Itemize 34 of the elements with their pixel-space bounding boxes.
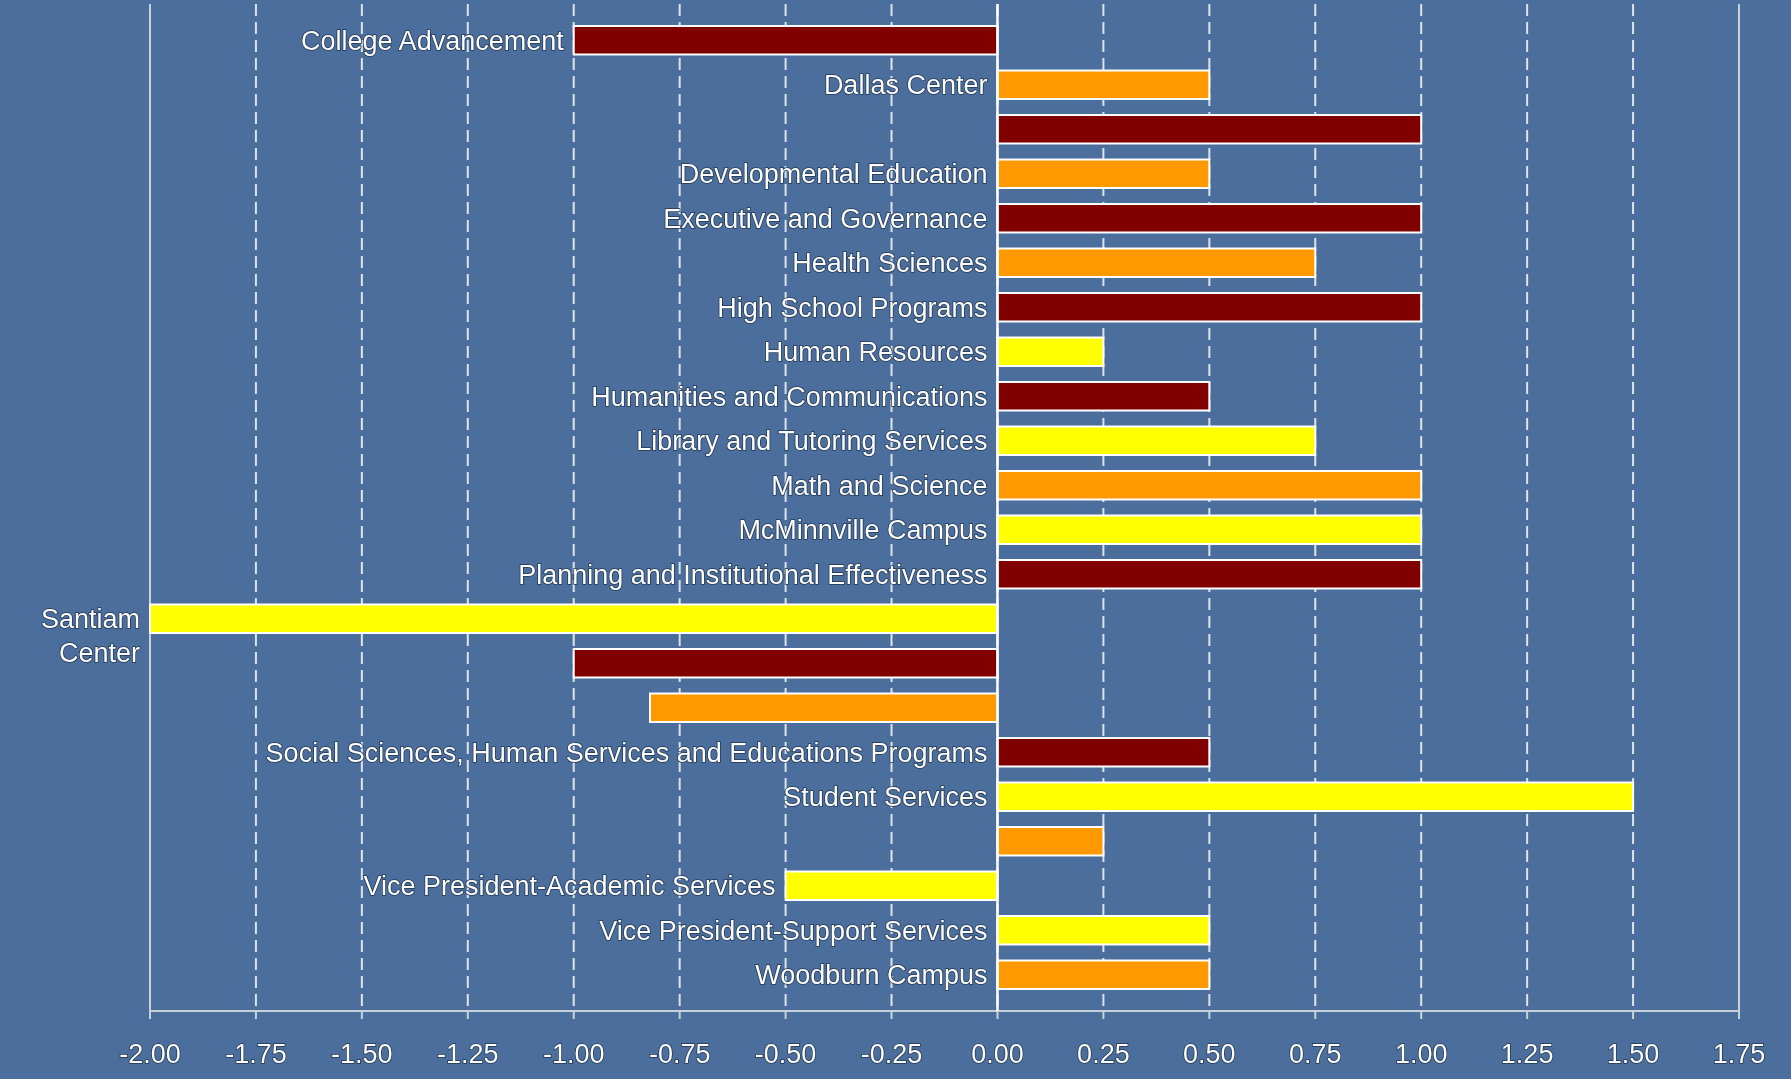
y-tick-label: Planning and Institutional Effectiveness: [518, 559, 988, 590]
x-tick-label: 0.50: [1183, 1039, 1236, 1069]
y-tick-label: College Advancement: [301, 25, 565, 56]
x-tick-label: -2.00: [119, 1039, 181, 1069]
y-tick-label: High School Programs: [717, 292, 988, 323]
y-tick-label: Vice President-Support Services: [599, 915, 988, 946]
y-tick-label: Human Resources: [763, 337, 988, 368]
y-tick-label: Math and Science: [771, 470, 988, 501]
x-tick-label: 1.00: [1394, 1039, 1448, 1069]
x-tick-label: 1.75: [1712, 1039, 1766, 1069]
x-tick-label: -0.25: [860, 1039, 923, 1069]
y-tick-label: Dallas Center: [823, 70, 988, 101]
y-tick-label: Vice President-Academic Services: [363, 871, 776, 902]
y-tick-label: McMinnville Campus: [738, 515, 988, 546]
y-tick-label: Social Sciences, Human Services and Educations Programs: [265, 737, 988, 768]
x-tick-label: 0.00: [971, 1039, 1024, 1069]
y-tick-label: Humanities and Communications: [591, 381, 988, 412]
y-tick-label: Developmental Education: [679, 159, 988, 190]
x-tick-label: -1.50: [331, 1039, 393, 1069]
y-tick-label: Student Services: [783, 782, 988, 813]
x-tick-label: -1.00: [542, 1039, 605, 1069]
x-tick-label: -0.75: [648, 1039, 711, 1069]
y-tick-label: Santiam Center: [40, 604, 140, 668]
y-tick-label: Library and Tutoring Services: [636, 426, 988, 457]
y-tick-label: Health Sciences: [792, 248, 988, 279]
y-tick-label: Woodburn Campus: [755, 960, 988, 991]
y-tick-label: Executive and Governance: [663, 203, 988, 234]
x-tick-label: -1.25: [437, 1039, 499, 1069]
x-tick-label: -0.50: [754, 1039, 817, 1069]
x-tick-label: 0.25: [1077, 1039, 1130, 1069]
x-tick-label: 1.25: [1500, 1039, 1554, 1069]
x-tick-label: -1.75: [225, 1039, 287, 1069]
x-tick-label: 1.50: [1606, 1039, 1660, 1069]
x-tick-label: 0.75: [1288, 1039, 1342, 1069]
